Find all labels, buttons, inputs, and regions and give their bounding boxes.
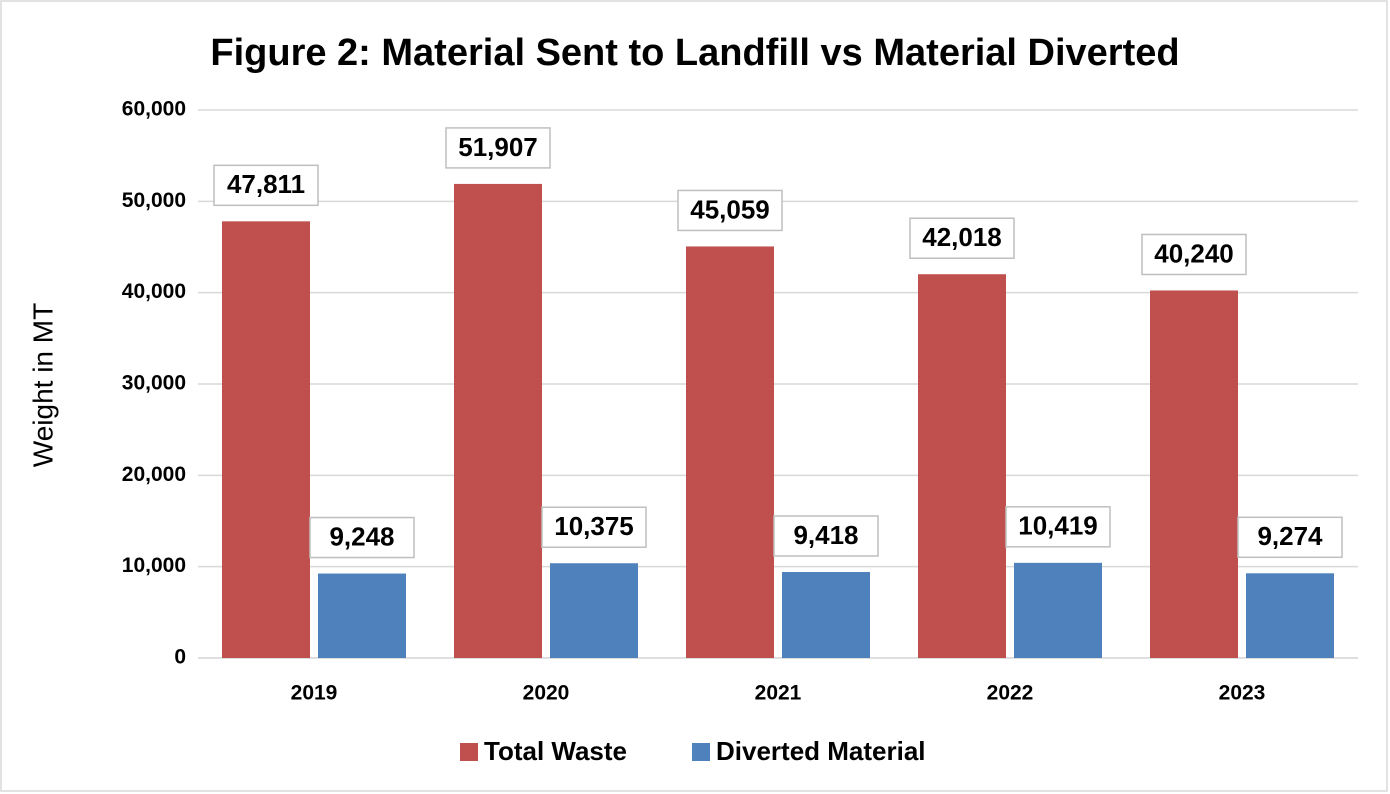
data-label: 9,418 — [793, 520, 858, 550]
chart-title: Figure 2: Material Sent to Landfill vs M… — [210, 32, 1179, 74]
x-tick-label: 2019 — [291, 682, 338, 705]
y-tick-label: 20,000 — [122, 463, 186, 486]
y-tick-label: 10,000 — [122, 554, 186, 577]
x-tick-label: 2023 — [1219, 682, 1266, 705]
data-label: 51,907 — [458, 132, 538, 162]
bar — [1150, 290, 1238, 658]
y-tick-label: 0 — [174, 646, 186, 669]
bar — [222, 221, 310, 658]
data-label-box — [909, 217, 1015, 259]
legend-swatch — [692, 743, 710, 761]
y-axis-label: Weight in MT — [27, 303, 58, 467]
data-label: 42,018 — [922, 222, 1002, 252]
bar — [918, 274, 1006, 658]
data-label-box — [213, 164, 319, 207]
bar — [686, 246, 774, 659]
bar — [1014, 562, 1102, 658]
legend-label: Total Waste — [484, 736, 627, 766]
data-label: 9,248 — [329, 521, 394, 551]
legend-label: Diverted Material — [716, 736, 926, 766]
data-label-box — [773, 515, 879, 557]
bar — [1246, 573, 1334, 658]
data-label: 45,059 — [690, 194, 770, 224]
y-tick-label: 40,000 — [122, 280, 186, 303]
data-label-box — [677, 189, 783, 232]
data-label-box — [1005, 506, 1111, 548]
bar — [782, 571, 870, 658]
bar — [454, 183, 542, 658]
data-label-box — [445, 127, 551, 169]
x-tick-label: 2020 — [523, 682, 570, 705]
data-label-box — [309, 516, 415, 559]
x-tick-label: 2021 — [755, 682, 802, 705]
legend-swatch — [460, 743, 478, 761]
x-tick-label: 2022 — [987, 682, 1034, 705]
bar — [318, 573, 406, 658]
data-label-box — [541, 506, 647, 548]
y-tick-label: 60,000 — [122, 98, 186, 121]
data-label-box — [1141, 233, 1247, 276]
data-label-box — [1237, 516, 1343, 559]
data-label: 9,274 — [1257, 521, 1323, 551]
data-label: 40,240 — [1154, 238, 1234, 268]
data-label: 10,419 — [1018, 511, 1098, 541]
y-tick-label: 30,000 — [122, 372, 186, 395]
bar — [550, 563, 638, 658]
data-label: 10,375 — [554, 511, 634, 541]
data-label: 47,811 — [227, 169, 305, 199]
y-tick-label: 50,000 — [122, 189, 186, 212]
